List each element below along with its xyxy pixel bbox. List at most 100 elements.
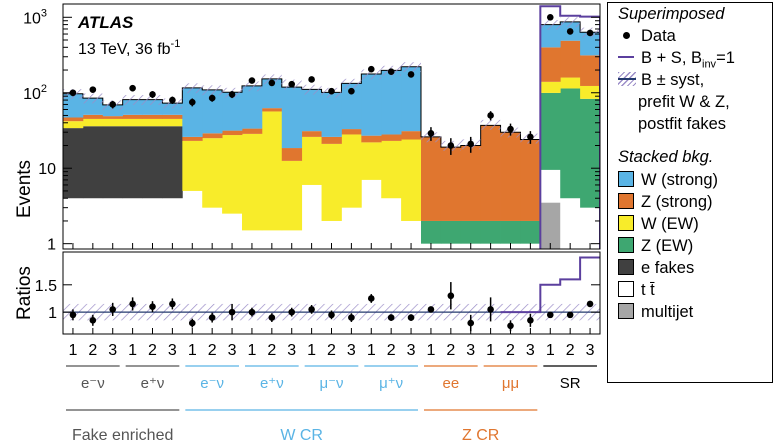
bar-zstrong-14 [341, 129, 362, 135]
legend-bsyst-line2: prefit W & Z, [638, 93, 730, 111]
bar-wew-17 [401, 139, 422, 221]
bar-wew-9 [242, 133, 263, 231]
data-point-24 [546, 13, 554, 21]
data-point-22 [507, 125, 514, 133]
xtick-label-14: 3 [347, 342, 356, 359]
ratio-point-19 [447, 292, 455, 300]
syst-band-25 [560, 17, 581, 28]
legend-label: Z (strong) [641, 193, 713, 211]
data-point-11 [288, 80, 296, 88]
bar-zew-22 [500, 220, 521, 244]
bar-wew-4 [142, 118, 163, 127]
bar-zew-23 [520, 220, 541, 244]
legend-data: Data [618, 27, 676, 46]
region-label-3: e⁺ν [260, 375, 284, 392]
ratio-point-4 [149, 303, 156, 310]
xtick-label-19: 2 [446, 342, 455, 359]
bar-wew-14 [341, 134, 362, 208]
xtick-label-6: 1 [188, 342, 197, 359]
bar-efakes-4 [142, 126, 163, 199]
bar-wew-8 [222, 135, 243, 214]
bar-wew-3 [122, 118, 143, 127]
bar-zstrong-4 [142, 114, 163, 119]
ratio-plot [63, 256, 600, 332]
bar-zstrong-13 [321, 136, 342, 144]
ytick-label-1: 10 [38, 161, 56, 178]
bar-tt-12 [301, 184, 322, 249]
legend-label: W (strong) [641, 171, 719, 189]
xtick-label-5: 3 [168, 342, 177, 359]
energy-label: 13 TeV, 36 fb-1 [78, 38, 180, 58]
data-point-26 [586, 29, 594, 37]
bar-tt-26 [580, 207, 600, 249]
syst-band-24 [540, 20, 561, 30]
stack-clip-group [63, 5, 600, 249]
data-point-19 [447, 142, 455, 149]
ratio-point-20 [467, 319, 475, 327]
ratio-point-3 [129, 300, 136, 308]
data-point-0 [69, 89, 77, 97]
xtick-label-10: 2 [267, 342, 276, 359]
y-axis-label: Events [14, 160, 35, 218]
xtick-label-7: 2 [208, 342, 217, 359]
bar-zstrong-18 [421, 136, 442, 221]
rtick-label-0: 1 [48, 305, 57, 322]
legend-label: Z (EW) [641, 237, 694, 255]
bar-tt-10 [261, 230, 283, 249]
ratio-point-24 [546, 311, 554, 319]
bar-zstrong-20 [460, 145, 482, 221]
bar-zstrong-24 [540, 47, 561, 82]
bar-zstrong-3 [122, 114, 143, 119]
data-point-23 [527, 133, 534, 141]
legend-swatch [618, 281, 634, 297]
xtick-label-17: 3 [407, 342, 416, 359]
xtick-label-0: 1 [68, 342, 77, 359]
legend-swatch [618, 193, 634, 209]
data-dot-icon [623, 31, 630, 39]
xtick-label-2: 3 [108, 342, 117, 359]
bar-tt-11 [281, 230, 303, 249]
legend-swatch [618, 259, 634, 275]
xtick-label-8: 3 [228, 342, 237, 359]
bar-wew-10 [261, 111, 283, 231]
ratio-axis-label: Ratios [14, 266, 35, 320]
bar-tt-15 [361, 179, 382, 249]
xtick-label-1: 2 [88, 342, 97, 359]
legend-zstrong: Z (strong) [618, 193, 713, 212]
bar-wstrong-0 [63, 93, 84, 118]
legend-wstrong: W (strong) [618, 171, 718, 190]
ratio-point-9 [248, 308, 256, 316]
bar-zstrong-5 [162, 114, 183, 119]
bar-wew-2 [102, 118, 124, 127]
region-label-4: μ⁻ν [319, 375, 343, 392]
group-label-2: Z CR [462, 427, 499, 444]
bs-line [539, 5, 600, 249]
bar-wew-7 [202, 138, 223, 208]
bar-zew-21 [480, 220, 501, 244]
ratio-point-1 [89, 317, 97, 324]
ratio-point-11 [288, 308, 296, 316]
labels: ATLAS 13 TeV, 36 fb-1 1 10 102 103 Events 1 1.5R… [14, 7, 595, 444]
bar-wew-0 [63, 121, 84, 129]
ytick-sup-2: 2 [41, 83, 47, 95]
ytick-label-0: 1 [47, 237, 56, 254]
ytick-sup-3: 3 [41, 7, 47, 19]
purple-line-icon [618, 56, 634, 59]
legend-stacked-title: Stacked bkg. [618, 148, 714, 166]
legend: Superimposed Data B + S, Binv=1 B ± syst… [607, 2, 773, 383]
bar-zstrong-23 [520, 139, 541, 221]
bar-wstrong-5 [162, 103, 183, 115]
region-label-1: e⁺ν [141, 375, 165, 392]
ratio-bs-line [500, 256, 600, 314]
bar-wew-13 [321, 143, 342, 221]
bar-wew-1 [82, 118, 104, 127]
bar-zstrong-12 [301, 131, 322, 137]
data-point-9 [248, 77, 256, 84]
bar-wew-26 [580, 85, 600, 99]
ratio-point-10 [268, 314, 276, 321]
bar-zew-24 [540, 92, 561, 170]
data-point-20 [467, 140, 475, 148]
bar-zstrong-16 [381, 134, 402, 141]
data-point-3 [129, 84, 136, 92]
